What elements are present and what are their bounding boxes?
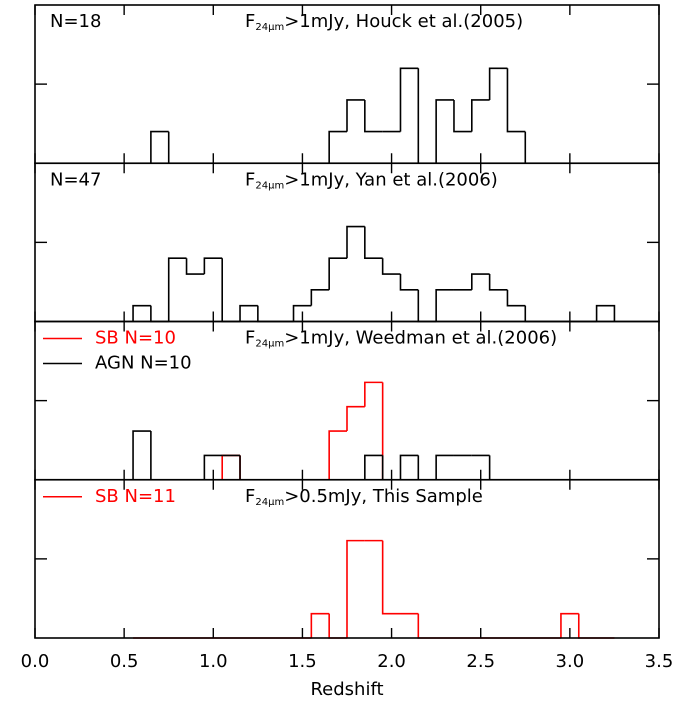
histogram-bin: [399, 274, 419, 291]
x-tick-label: 3.5: [645, 651, 674, 672]
histogram-bin: [132, 430, 151, 480]
histogram-bin: [364, 381, 383, 407]
histogram-bin: [471, 273, 490, 290]
histogram-bin: [524, 305, 544, 323]
histogram-bin: [239, 304, 258, 322]
histogram-bin: [560, 612, 579, 638]
histogram-bin: [381, 540, 401, 615]
panel-annotation: F24μm>1mJy, Yan et al.(2006): [245, 169, 498, 191]
histogram-bin: [381, 258, 401, 275]
annotation-subscript: 24μm: [255, 339, 284, 350]
histogram-bin: [150, 305, 169, 323]
histogram-bin: [364, 454, 383, 480]
x-tick-label: 2.5: [466, 651, 495, 672]
histogram-bin: [506, 68, 526, 133]
x-tick-label: 1.5: [288, 651, 317, 672]
annotation-text: F: [245, 11, 255, 32]
histogram-bin: [150, 431, 169, 481]
histogram-bin: [417, 613, 437, 639]
histogram-bin: [435, 454, 454, 480]
histogram-bin: [453, 99, 472, 133]
x-axis-label: Redshift: [310, 679, 383, 700]
annotation-text: >1mJy, Yan et al.(2006): [284, 169, 498, 190]
histogram-bin: [310, 289, 330, 306]
histogram-bin: [203, 454, 223, 480]
histogram-bin: [221, 454, 241, 480]
x-tick-label: 0.5: [110, 651, 139, 672]
histogram-bin: [488, 455, 508, 481]
annotation-text: >1mJy, Weedman et al.(2006): [284, 328, 557, 349]
histogram-bin: [346, 225, 365, 259]
histogram-bin: [417, 68, 437, 165]
panel-annotation: F24μm>0.5mJy, This Sample: [245, 486, 483, 508]
histogram-bin: [399, 67, 419, 132]
annotation-subscript: 24μm: [255, 22, 284, 33]
histogram-bin: [577, 613, 597, 639]
histogram-bin: [328, 257, 347, 290]
histogram-bin: [399, 454, 419, 480]
annotation-subscript: 24μm: [255, 180, 284, 191]
histogram-bin: [292, 304, 312, 322]
x-tick-label: 2.0: [377, 651, 406, 672]
legend-label: N=47: [50, 169, 101, 190]
x-tick-label: 0.0: [21, 651, 50, 672]
histogram-bin: [346, 99, 365, 132]
histogram-bin: [328, 430, 347, 480]
histogram-bin: [488, 274, 508, 291]
histogram-bin: [488, 67, 508, 100]
histogram-bin: [506, 289, 526, 307]
histogram-bin: [381, 382, 401, 481]
annotation-text: >1mJy, Houck et al.(2005): [284, 11, 523, 32]
histogram-bin: [310, 612, 330, 638]
histogram-bin: [417, 289, 437, 323]
annotation-text: >0.5mJy, This Sample: [284, 486, 483, 507]
histogram-bin: [595, 304, 616, 322]
legend-label: N=18: [50, 11, 101, 32]
annotation-text: F: [245, 328, 255, 349]
histogram-bin: [346, 539, 365, 638]
histogram-bin: [185, 258, 205, 275]
histogram-bin: [328, 613, 347, 639]
panel-annotation: F24μm>1mJy, Houck et al.(2005): [245, 11, 523, 33]
histogram-bin: [257, 305, 276, 323]
histogram-bin: [417, 455, 437, 481]
panel-annotation: F24μm>1mJy, Weedman et al.(2006): [245, 328, 557, 350]
histogram-bin: [239, 455, 258, 481]
histogram-bin: [328, 130, 347, 164]
histogram-bin: [167, 131, 187, 165]
histogram-bin: [203, 257, 223, 275]
legend-label: SB N=11: [95, 486, 176, 507]
legend-label: SB N=10: [95, 328, 176, 349]
histogram-bin: [221, 258, 241, 323]
x-tick-label: 1.0: [199, 651, 228, 672]
histogram-bin: [239, 455, 258, 481]
histogram-bin: [132, 304, 151, 322]
histogram-bin: [435, 289, 454, 322]
annotation-subscript: 24μm: [255, 497, 284, 508]
histogram-bin: [346, 405, 365, 432]
annotation-text: F: [245, 486, 255, 507]
histogram-bin: [364, 99, 383, 133]
x-tick-label: 3.0: [556, 651, 585, 672]
histogram-bin: [167, 257, 187, 322]
histogram-bin: [471, 99, 490, 132]
histogram-bin: [150, 130, 169, 164]
histogram-bin: [364, 226, 383, 259]
annotation-text: F: [245, 169, 255, 190]
legend-label: AGN N=10: [95, 353, 192, 374]
histogram-bin: [524, 131, 544, 165]
histogram-bin: [435, 99, 454, 164]
